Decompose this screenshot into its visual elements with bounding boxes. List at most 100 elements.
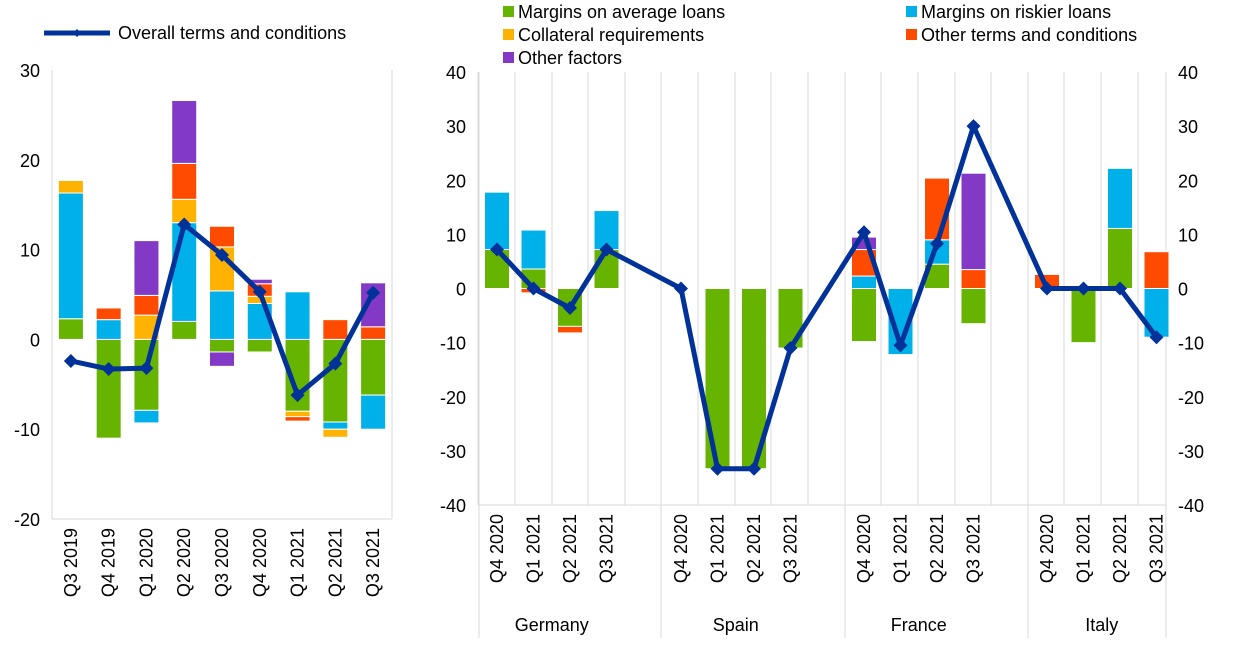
line-point-overall — [366, 285, 381, 300]
line-point-overall — [710, 461, 725, 476]
bar-other-terms — [360, 326, 387, 340]
bar-margins-average — [360, 338, 387, 396]
legend-item-other-terms: Other terms and conditions — [906, 25, 1137, 45]
x-tick-label: Q2 2021 — [560, 514, 580, 583]
line-point-overall — [177, 217, 192, 232]
y-tick-label: 30 — [446, 117, 466, 137]
legend-item-margins-average: Margins on average loans — [503, 2, 725, 22]
bar-collateral — [284, 410, 311, 418]
bar-other-terms — [1143, 251, 1170, 290]
group-label: Spain — [713, 615, 759, 635]
y-tick-label: 0 — [30, 330, 40, 350]
legend-label-margins-average: Margins on average loans — [518, 2, 725, 22]
y-tick-label-right: 0 — [1178, 280, 1188, 300]
x-tick-label: Q1 2021 — [891, 514, 911, 583]
bar-margins-average — [95, 338, 122, 439]
bar-collateral — [57, 179, 84, 194]
bar-other-factors — [960, 172, 987, 271]
bar-margins-average — [851, 288, 877, 343]
x-tick-label: Q4 2020 — [854, 514, 874, 583]
line-point-overall — [747, 461, 761, 476]
x-tick-label: Q1 2021 — [524, 514, 544, 583]
line-point-overall — [328, 356, 343, 371]
bar-margins-average — [57, 318, 84, 340]
bar-other-factors — [171, 100, 198, 164]
legend-item-other-factors: Other factors — [503, 48, 622, 68]
bar-other-terms — [557, 325, 583, 334]
line-point-overall — [63, 353, 78, 368]
line-point-overall — [252, 284, 267, 299]
bar-margins-riskier — [851, 275, 877, 289]
bar-other-terms — [322, 319, 349, 340]
bar-margins-riskier — [520, 229, 547, 270]
y-tick-label: 20 — [446, 171, 466, 191]
bar-margins-average — [1107, 227, 1133, 289]
bar-margins-riskier — [133, 409, 160, 424]
legend-label-margins-riskier: Margins on riskier loans — [921, 2, 1111, 22]
y-tick-label: -40 — [440, 496, 466, 516]
line-point-overall — [1076, 281, 1091, 296]
bar-margins-riskier — [1143, 288, 1170, 338]
x-tick-label: Q3 2021 — [1147, 514, 1167, 583]
bar-margins-riskier — [1107, 167, 1133, 229]
legend-label-other-factors: Other factors — [518, 48, 622, 68]
group-label: France — [891, 615, 947, 635]
x-tick-label: Q3 2019 — [61, 528, 81, 597]
bar-other-terms — [960, 269, 987, 289]
x-tick-label: Q4 2020 — [1037, 514, 1057, 583]
line-point-overall — [1113, 281, 1127, 296]
x-tick-label: Q3 2021 — [597, 514, 617, 583]
x-tick-label: Q4 2020 — [250, 528, 270, 597]
line-point-overall — [857, 225, 871, 240]
line-point-overall — [783, 341, 798, 356]
y-tick-label: 40 — [446, 63, 466, 83]
y-tick-label: -20 — [14, 510, 40, 530]
bar-collateral — [322, 428, 349, 438]
bar-margins-riskier — [360, 394, 387, 430]
line-point-overall — [1149, 330, 1164, 345]
line-point-overall — [526, 281, 541, 296]
legend-item-collateral: Collateral requirements — [503, 25, 704, 45]
legend-marker-overall — [73, 29, 81, 37]
left-chart: 30 20 10 0 -10 -20 Q3 2019 Q4 2019 Q1 2020 Q2 202… — [14, 61, 393, 597]
bar-margins-average — [171, 320, 198, 340]
bar-other-terms — [133, 294, 160, 316]
line-point-overall — [563, 300, 577, 315]
x-tick-label: Q2 2021 — [325, 528, 345, 597]
y-tick-label: 10 — [446, 225, 466, 245]
legend-label-other-terms: Other terms and conditions — [921, 25, 1137, 45]
bar-other-factors — [209, 351, 235, 367]
y-tick-label-right: 30 — [1178, 117, 1198, 137]
legend-label-collateral: Collateral requirements — [518, 25, 704, 45]
y-tick-label-right: -20 — [1178, 388, 1204, 408]
y-tick-label-right: -10 — [1178, 334, 1204, 354]
bar-margins-riskier — [322, 421, 349, 430]
legend: Overall terms and conditions Margins on … — [44, 2, 1137, 68]
x-tick-label: Q1 2021 — [1074, 514, 1094, 583]
legend-swatch-margins-average — [503, 6, 514, 17]
legend-label-overall: Overall terms and conditions — [118, 23, 346, 43]
x-tick-label: Q2 2020 — [174, 528, 194, 597]
x-tick-label: Q4 2020 — [487, 514, 507, 583]
y-tick-label: -20 — [440, 388, 466, 408]
x-tick-label: Q3 2021 — [964, 514, 984, 583]
line-point-overall — [930, 236, 944, 251]
y-tick-label: 0 — [456, 280, 466, 300]
line-point-overall — [674, 281, 688, 296]
line-point-overall — [893, 338, 908, 353]
legend-swatch-margins-riskier — [906, 6, 917, 17]
y-tick-label-right: 40 — [1178, 63, 1198, 83]
y-tick-label: 10 — [20, 241, 40, 261]
legend-item-margins-riskier: Margins on riskier loans — [906, 2, 1111, 22]
bar-other-terms — [284, 416, 311, 422]
y-tick-label-right: -40 — [1178, 496, 1204, 516]
line-point-overall — [290, 388, 305, 403]
line-point-overall — [966, 119, 981, 134]
bar-margins-riskier — [95, 319, 122, 340]
y-tick-label: 20 — [20, 151, 40, 171]
bar-margins-riskier — [57, 192, 84, 320]
line-point-overall — [139, 361, 154, 376]
legend-swatch-collateral — [503, 29, 514, 40]
